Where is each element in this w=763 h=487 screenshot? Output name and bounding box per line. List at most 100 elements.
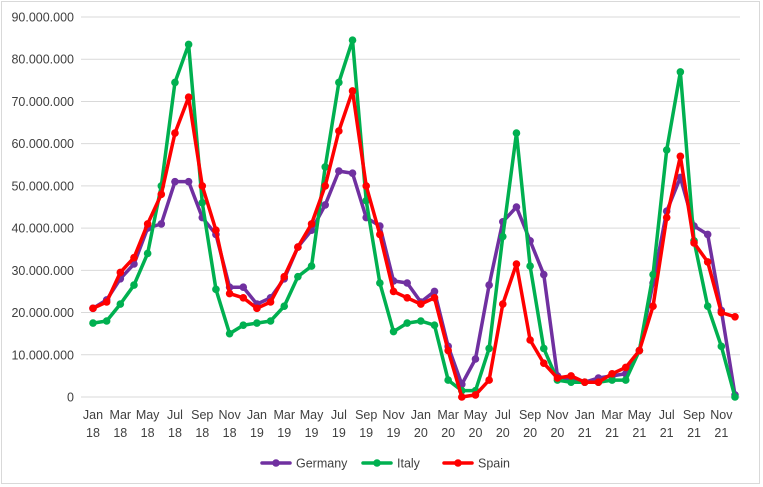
x-tick-label-month: Jan — [411, 408, 431, 422]
data-point-spain — [225, 289, 234, 298]
data-point-spain — [294, 243, 302, 251]
data-point-italy — [389, 327, 398, 336]
y-tick-label: 60.000.000 — [11, 137, 74, 151]
data-point-italy — [717, 342, 726, 351]
data-point-italy — [198, 198, 207, 207]
series-germany — [89, 167, 739, 399]
data-point-italy — [294, 272, 302, 281]
x-tick-label-year: 21 — [687, 426, 701, 440]
data-point-spain — [266, 298, 275, 306]
data-point-spain — [184, 93, 193, 102]
data-point-germany — [239, 283, 248, 292]
data-point-italy — [184, 40, 193, 49]
y-tick-label: 50.000.000 — [11, 179, 74, 193]
data-point-italy — [307, 262, 316, 270]
legend-label: Spain — [478, 457, 510, 471]
data-point-italy — [444, 376, 452, 384]
x-tick-label-year: 21 — [578, 426, 592, 440]
data-point-italy — [225, 329, 234, 338]
data-point-germany — [184, 177, 193, 186]
data-point-spain — [102, 298, 111, 306]
data-point-spain — [376, 230, 384, 239]
x-tick-label-month: Nov — [710, 408, 733, 422]
x-tick-label-month: Sep — [191, 408, 213, 422]
data-point-italy — [130, 281, 138, 289]
data-point-spain — [662, 213, 671, 222]
y-tick-label: 0 — [67, 391, 74, 405]
x-tick-label-month: Jan — [247, 408, 267, 422]
legend-label: Germany — [296, 457, 348, 471]
x-axis: Jan 18 Mar 18 May 18 Jul 18 Sep 18 Nov 18 Jan 19 Mar 19… — [83, 408, 733, 440]
legend-label: Italy — [397, 457, 421, 471]
data-point-spain — [526, 336, 534, 344]
data-point-germany — [703, 230, 712, 239]
x-tick-label-month: May — [136, 408, 160, 422]
data-point-spain — [116, 268, 125, 277]
data-point-spain — [485, 376, 493, 384]
x-tick-label-month: Nov — [218, 408, 241, 422]
data-point-germany — [512, 203, 521, 211]
data-point-italy — [143, 249, 152, 258]
data-point-spain — [253, 304, 261, 313]
legend-item-italy: Italy — [361, 457, 421, 471]
data-point-spain — [731, 312, 739, 321]
x-tick-label-year: 20 — [441, 426, 455, 440]
data-point-spain — [594, 378, 603, 387]
data-point-germany — [430, 287, 439, 296]
data-point-italy — [212, 285, 220, 294]
data-point-italy — [239, 321, 248, 330]
data-point-spain — [567, 372, 575, 380]
data-point-spain — [703, 258, 712, 266]
data-point-spain — [676, 152, 685, 161]
x-tick-label-year: 21 — [632, 426, 646, 440]
x-tick-label-month: Mar — [437, 408, 459, 422]
y-tick-label: 40.000.000 — [11, 222, 74, 236]
data-point-spain — [280, 272, 289, 281]
legend-item-spain: Spain — [442, 457, 510, 471]
data-point-spain — [335, 127, 343, 135]
x-tick-label-month: Sep — [683, 408, 705, 422]
x-tick-label-month: May — [300, 408, 324, 422]
data-point-spain — [471, 391, 480, 399]
legend-swatch-marker — [373, 459, 381, 467]
legend-item-germany: Germany — [260, 457, 348, 471]
data-point-spain — [348, 87, 357, 95]
data-point-italy — [703, 302, 712, 311]
x-tick-label-year: 20 — [550, 426, 564, 440]
data-point-italy — [321, 163, 330, 171]
x-tick-label-month: Jul — [167, 408, 183, 422]
data-point-spain — [198, 182, 207, 190]
x-tick-label-year: 20 — [414, 426, 428, 440]
x-tick-label-year: 19 — [359, 426, 373, 440]
y-tick-label: 10.000.000 — [11, 348, 74, 362]
x-tick-label-month: Nov — [382, 408, 405, 422]
x-tick-label-year: 21 — [714, 426, 728, 440]
data-point-italy — [102, 317, 111, 325]
data-point-spain — [307, 220, 316, 228]
x-tick-label-month: Mar — [601, 408, 623, 422]
x-tick-label-month: Sep — [355, 408, 377, 422]
x-tick-label-year: 20 — [496, 426, 510, 440]
x-tick-label-year: 19 — [277, 426, 291, 440]
x-tick-label-month: Jan — [83, 408, 103, 422]
data-point-germany — [348, 169, 357, 178]
data-point-spain — [512, 260, 521, 268]
x-tick-label-year: 21 — [660, 426, 674, 440]
data-point-germany — [321, 201, 330, 209]
data-point-spain — [553, 374, 562, 382]
data-point-italy — [280, 302, 289, 311]
data-point-spain — [580, 378, 589, 387]
y-tick-label: 90.000.000 — [11, 11, 74, 25]
x-tick-label-year: 19 — [332, 426, 346, 440]
x-tick-label-year: 18 — [141, 426, 155, 440]
series-group — [89, 36, 739, 401]
data-point-germany — [157, 220, 166, 228]
data-point-italy — [348, 36, 357, 45]
x-tick-label-year: 19 — [250, 426, 264, 440]
data-point-spain — [539, 359, 548, 368]
data-point-spain — [498, 300, 507, 308]
data-point-spain — [130, 253, 138, 262]
x-tick-label-month: Nov — [546, 408, 569, 422]
data-point-italy — [608, 376, 616, 384]
x-tick-label-year: 18 — [195, 426, 209, 440]
